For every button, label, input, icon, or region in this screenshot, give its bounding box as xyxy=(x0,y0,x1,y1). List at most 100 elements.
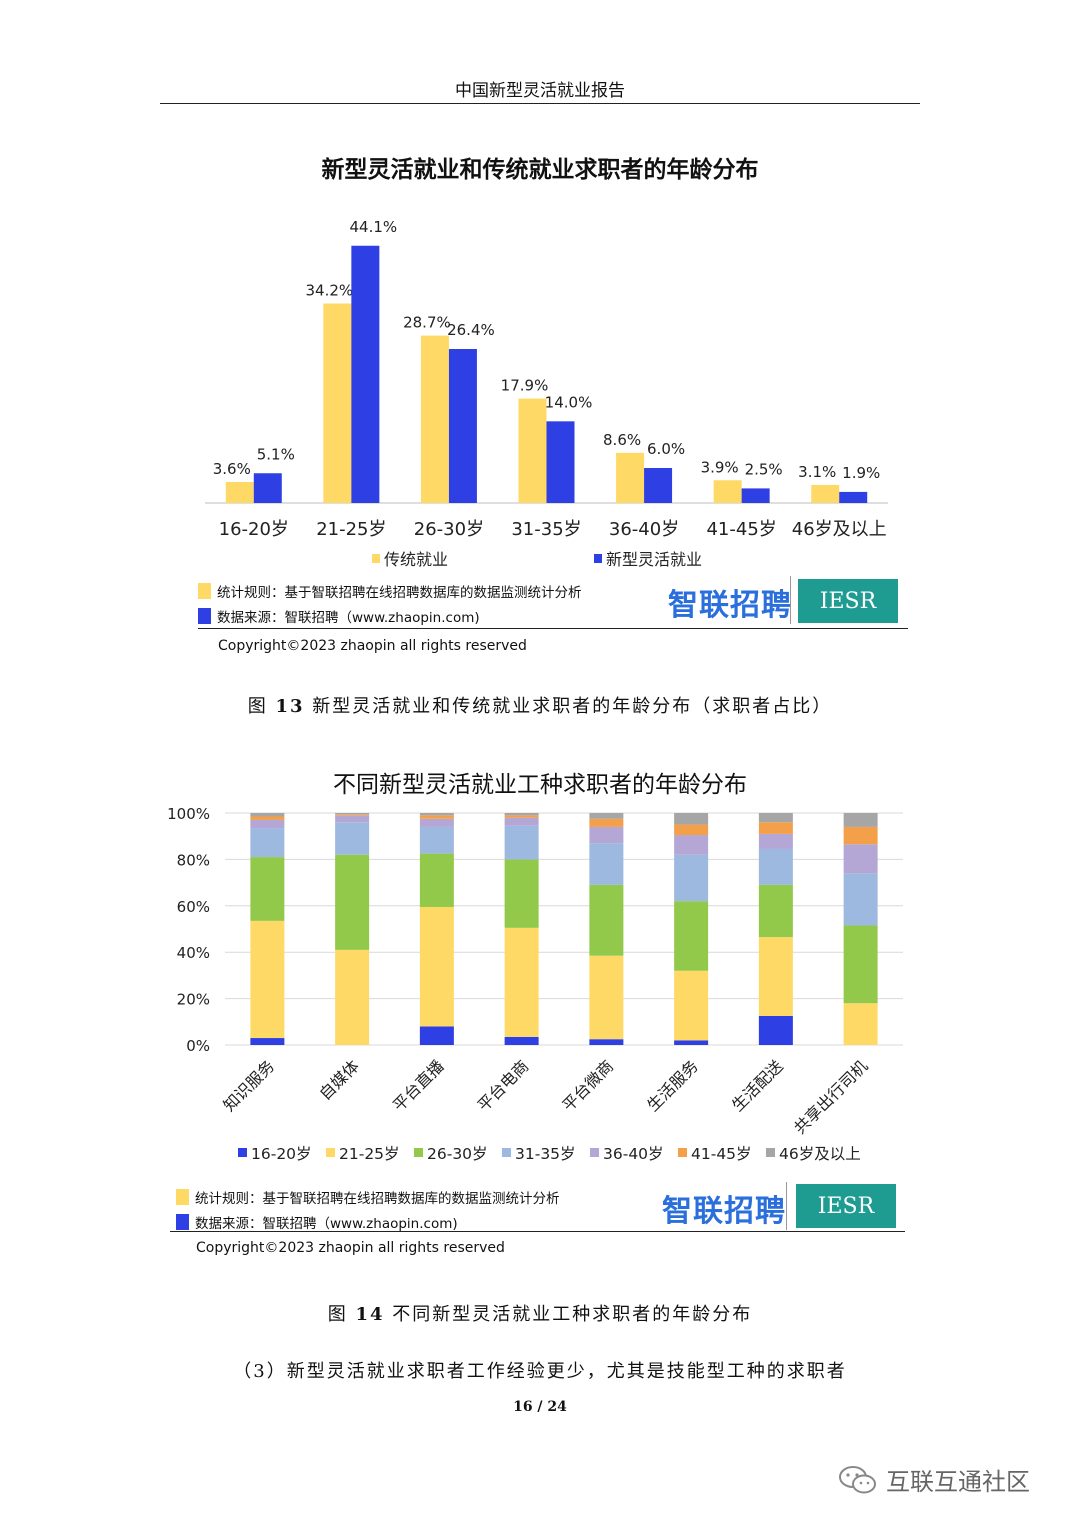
stacked-segment xyxy=(335,822,370,855)
x-tick-label: 41-45岁 xyxy=(706,519,776,540)
x-tick-label: 46岁及以上 xyxy=(792,519,887,540)
report-header: 中国新型灵活就业报告 xyxy=(455,81,625,101)
stacked-segment xyxy=(419,815,454,819)
stacked-segment xyxy=(504,815,539,818)
stacked-segment xyxy=(419,906,454,1027)
caption-prefix: 图 xyxy=(327,1304,348,1325)
bar-new-flexible xyxy=(741,488,770,503)
y-tick-label: 40% xyxy=(177,944,210,962)
bar-new-flexible xyxy=(253,473,282,503)
bar-traditional xyxy=(811,484,840,503)
x-tick-label: 平台直播 xyxy=(389,1056,448,1115)
stacked-segment xyxy=(589,1039,624,1045)
section-heading: （3）新型灵活就业求职者工作经验更少，尤其是技能型工种的求职者 xyxy=(233,1361,847,1382)
data-label: 3.9% xyxy=(701,458,739,476)
stacked-segment xyxy=(504,927,539,1037)
chart2-source-row: 数据来源：智联招聘（www.zhaopin.com) xyxy=(176,1209,636,1234)
legend-swatch xyxy=(594,554,602,563)
stacked-segment xyxy=(250,828,285,858)
blue-square-icon xyxy=(198,607,211,624)
legend-label: 41-45岁 xyxy=(691,1145,752,1163)
x-tick-label: 16-20岁 xyxy=(219,519,289,540)
stacked-segment xyxy=(843,1003,878,1045)
y-tick-label: 20% xyxy=(177,991,210,1009)
stacked-segment xyxy=(843,826,878,845)
chart1-rule-label: 统计规则：基于智联招聘在线招聘数据库的数据监测统计分析 xyxy=(217,584,582,601)
watermark-text: 互联互通社区 xyxy=(886,1468,1030,1496)
stacked-segment xyxy=(419,818,454,827)
caption-number: 13 xyxy=(275,696,305,717)
stacked-segment xyxy=(758,884,793,938)
bar-new-flexible xyxy=(839,491,868,503)
legend-label: 26-30岁 xyxy=(427,1145,488,1163)
stacked-segment xyxy=(419,826,454,854)
legend-swatch xyxy=(372,554,380,563)
iesr-logo-text: IESR xyxy=(819,588,877,614)
stacked-segment xyxy=(504,859,539,928)
stacked-segment xyxy=(674,1040,709,1045)
stacked-segment xyxy=(589,955,624,1040)
data-label: 14.0% xyxy=(545,393,593,411)
y-tick-label: 100% xyxy=(167,805,210,823)
y-tick-label: 80% xyxy=(177,851,210,869)
chart1-footer-rule xyxy=(198,628,908,629)
legend-label: 21-25岁 xyxy=(339,1145,400,1163)
data-label: 6.0% xyxy=(647,440,685,458)
x-tick-label: 21-25岁 xyxy=(316,519,386,540)
data-label: 44.1% xyxy=(350,218,398,236)
chart2-source-label: 数据来源：智联招聘（www.zhaopin.com) xyxy=(195,1215,458,1232)
chart1-plot: 3.6% 5.1% 16-20岁 34.2% 44.1% 21-25岁 28.7%26.4%… xyxy=(205,218,888,569)
data-label: 1.9% xyxy=(842,464,880,482)
x-tick-label: 知识服务 xyxy=(220,1056,279,1115)
chart2-rule-label: 统计规则：基于智联招聘在线招聘数据库的数据监测统计分析 xyxy=(195,1190,560,1207)
zhilian-logo: 智联招聘 xyxy=(668,588,792,623)
legend-label: 新型灵活就业 xyxy=(606,550,702,569)
stacked-segment xyxy=(758,813,793,823)
legend-swatch xyxy=(766,1148,775,1157)
iesr-logo: IESR xyxy=(798,579,898,623)
chart1-rule-row: 统计规则：基于智联招聘在线招聘数据库的数据监测统计分析 xyxy=(198,578,658,603)
chart1-copyright: Copyright©2023 zhaopin all rights reserv… xyxy=(218,638,527,654)
stacked-segment xyxy=(674,835,709,855)
y-tick-label: 60% xyxy=(177,898,210,916)
x-tick-label: 生活配送 xyxy=(728,1056,787,1115)
chart2-plot: 0% 20% 40% 60% 80% 100% 知识服务 自媒体 平台直播 平台电商 平台微商 生活服… xyxy=(167,805,903,1163)
data-label: 5.1% xyxy=(257,445,295,463)
bar-traditional xyxy=(323,303,352,503)
x-tick-label: 36-40岁 xyxy=(609,519,679,540)
stacked-segment xyxy=(419,1026,454,1045)
x-tick-label: 26-30岁 xyxy=(414,519,484,540)
stacked-segment xyxy=(589,818,624,827)
stacked-segment xyxy=(589,884,624,956)
stacked-segment xyxy=(335,815,370,823)
stacked-segment xyxy=(504,1036,539,1045)
iesr-logo-text: IESR xyxy=(817,1193,875,1219)
legend-label: 36-40岁 xyxy=(603,1145,664,1163)
stacked-segment xyxy=(250,816,285,820)
chart1-source-row: 数据来源：智联招聘（www.zhaopin.com) xyxy=(198,603,658,628)
stacked-segment xyxy=(843,813,878,827)
stacked-segment xyxy=(758,848,793,885)
figure13-caption: 图 13 新型灵活就业和传统就业求职者的年龄分布（求职者占比） xyxy=(160,692,920,718)
bar-traditional xyxy=(616,452,645,503)
chart2-copyright: Copyright©2023 zhaopin all rights reserv… xyxy=(196,1240,505,1256)
legend-label: 传统就业 xyxy=(384,550,448,569)
x-tick-label: 共享出行司机 xyxy=(790,1056,871,1137)
x-tick-label: 平台微商 xyxy=(559,1056,618,1115)
yellow-square-icon xyxy=(176,1188,189,1205)
stacked-segment xyxy=(589,826,624,844)
data-label: 26.4% xyxy=(447,321,495,339)
data-label: 28.7% xyxy=(403,314,451,332)
stacked-segment xyxy=(250,920,285,1039)
zhilian-logo: 智联招聘 xyxy=(662,1194,786,1229)
stacked-segment xyxy=(758,822,793,834)
stacked-segment xyxy=(758,833,793,849)
legend-swatch xyxy=(502,1148,511,1157)
stacked-segment xyxy=(674,854,709,902)
bar-traditional xyxy=(518,398,547,503)
caption-text: 新型灵活就业和传统就业求职者的年龄分布（求职者占比） xyxy=(312,696,833,717)
wechat-icon xyxy=(839,1465,876,1493)
stacked-segment xyxy=(250,813,285,817)
chart2-rule-row: 统计规则：基于智联招聘在线招聘数据库的数据监测统计分析 xyxy=(176,1184,636,1209)
chart2-footer-rule xyxy=(170,1231,905,1232)
